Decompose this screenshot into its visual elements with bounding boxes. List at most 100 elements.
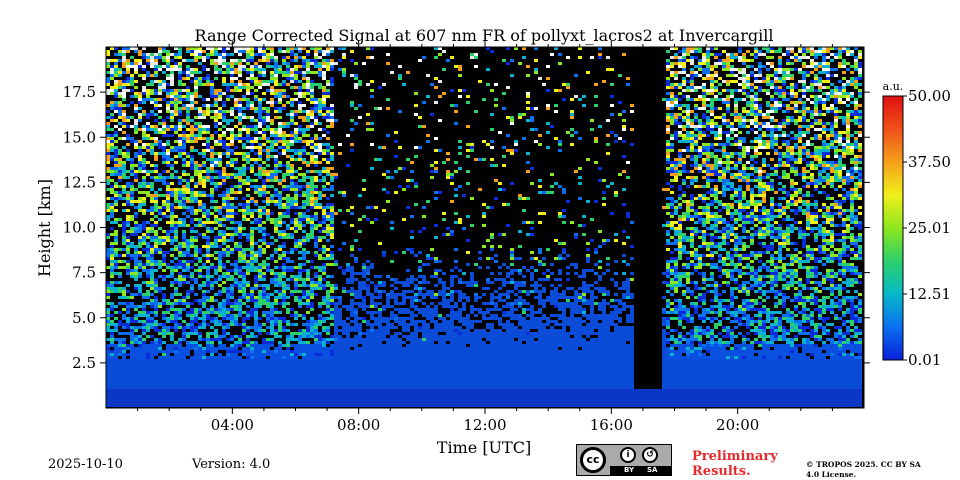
heatmap-cell (322, 347, 326, 350)
heatmap-cell (270, 398, 274, 401)
heatmap-cell (126, 245, 130, 248)
heatmap-cell (194, 383, 198, 386)
heatmap-cell (310, 89, 314, 92)
heatmap-cell (234, 395, 238, 398)
heatmap-cell (294, 212, 298, 215)
heatmap-cell (246, 365, 250, 368)
heatmap-cell (210, 395, 214, 398)
heatmap-cell (218, 347, 222, 350)
heatmap-cell (266, 317, 270, 320)
heatmap-cell (118, 341, 122, 344)
heatmap-cell (114, 140, 118, 143)
heatmap-cell (226, 389, 230, 392)
heatmap-cell (330, 338, 334, 341)
heatmap-cell (158, 302, 162, 305)
heatmap-cell (106, 161, 110, 164)
heatmap-cell (146, 89, 150, 92)
heatmap-cell (138, 347, 142, 350)
heatmap-cell (302, 128, 306, 131)
heatmap-cell (342, 389, 346, 392)
heatmap-cell (262, 263, 266, 266)
heatmap-cell (202, 191, 206, 194)
heatmap-cell (126, 248, 130, 251)
heatmap-cell (218, 374, 222, 377)
heatmap-cell (118, 116, 122, 119)
heatmap-cell (270, 134, 274, 137)
heatmap-cell (306, 239, 310, 242)
heatmap-cell (314, 59, 318, 62)
heatmap-cell (110, 365, 114, 368)
heatmap-cell (250, 221, 254, 224)
heatmap-cell (258, 215, 262, 218)
heatmap-cell (306, 176, 310, 179)
heatmap-cell (118, 248, 122, 251)
heatmap-cell (118, 347, 122, 350)
heatmap-cell (142, 128, 146, 131)
heatmap-cell (138, 113, 142, 116)
heatmap-cell (246, 353, 250, 356)
heatmap-cell (114, 272, 118, 275)
heatmap-cell (314, 254, 318, 257)
heatmap-cell (206, 56, 210, 59)
heatmap-cell (110, 302, 114, 305)
heatmap-cell (122, 89, 126, 92)
heatmap-cell (250, 395, 254, 398)
heatmap-cell (178, 254, 182, 257)
heatmap-cell (278, 404, 282, 407)
heatmap-cell (286, 209, 290, 212)
heatmap-cell (290, 173, 294, 176)
heatmap-cell (274, 395, 278, 398)
heatmap-cell (238, 68, 242, 71)
heatmap-cell (262, 134, 266, 137)
heatmap-cell (302, 389, 306, 392)
heatmap-cell (218, 392, 222, 395)
heatmap-cell (318, 395, 322, 398)
heatmap-cell (190, 200, 194, 203)
heatmap-cell (110, 338, 114, 341)
heatmap-cell (266, 377, 270, 380)
heatmap-cell (326, 158, 330, 161)
heatmap-cell (154, 248, 158, 251)
heatmap-cell (194, 254, 198, 257)
heatmap-cell (242, 296, 246, 299)
heatmap-cell (334, 335, 338, 338)
heatmap-cell (146, 74, 150, 77)
heatmap-cell (106, 368, 110, 371)
heatmap-cell (294, 59, 298, 62)
heatmap-cell (150, 146, 154, 149)
heatmap-cell (134, 188, 138, 191)
heatmap-cell (234, 362, 238, 365)
heatmap-cell (110, 401, 114, 404)
heatmap-cell (306, 152, 310, 155)
heatmap-cell (258, 149, 262, 152)
heatmap-cell (218, 113, 222, 116)
heatmap-cell (162, 383, 166, 386)
heatmap-cell (354, 62, 358, 65)
heatmap-cell (310, 353, 314, 356)
heatmap-cell (318, 161, 322, 164)
heatmap-cell (310, 260, 314, 263)
heatmap-cell (182, 377, 186, 380)
heatmap-cell (258, 50, 262, 53)
heatmap-cell (270, 341, 274, 344)
heatmap-cell (118, 179, 122, 182)
heatmap-cell (158, 377, 162, 380)
heatmap-cell (198, 164, 202, 167)
heatmap-cell (150, 110, 154, 113)
heatmap-cell (174, 98, 178, 101)
heatmap-cell (314, 245, 318, 248)
heatmap-cell (170, 128, 174, 131)
heatmap-cell (174, 374, 178, 377)
heatmap-cell (286, 146, 290, 149)
heatmap-cell (182, 299, 186, 302)
heatmap-cell (250, 254, 254, 257)
heatmap-cell (322, 230, 326, 233)
heatmap-cell (198, 266, 202, 269)
heatmap-cell (330, 218, 334, 221)
heatmap-cell (230, 89, 234, 92)
heatmap-cell (126, 302, 130, 305)
heatmap-cell (322, 248, 326, 251)
heatmap-cell (202, 365, 206, 368)
heatmap-cell (198, 383, 202, 386)
heatmap-cell (162, 392, 166, 395)
